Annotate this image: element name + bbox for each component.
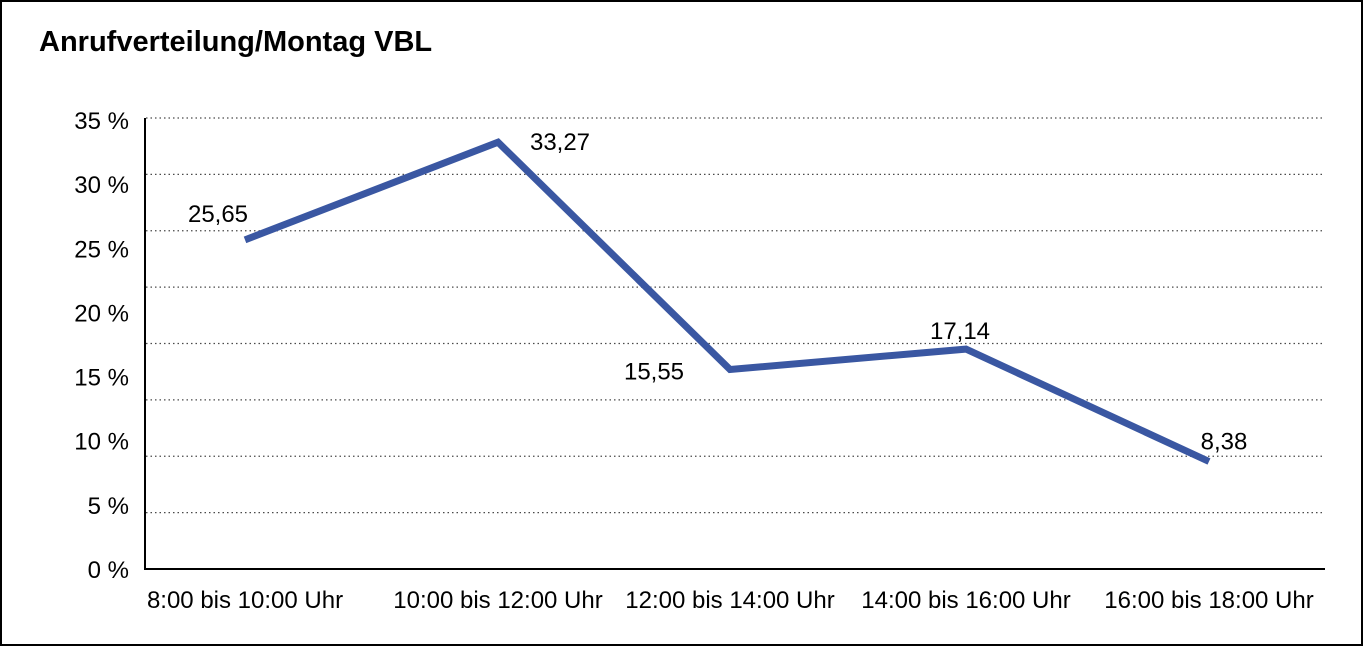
y-tick-label: 10 %: [74, 429, 129, 456]
chart-title: Anrufverteilung/Montag VBL: [39, 26, 433, 58]
y-tick-label: 30 %: [74, 172, 129, 199]
data-point-label: 8,38: [1201, 428, 1248, 455]
y-tick-label: 0 %: [88, 557, 129, 584]
y-tick-label: 25 %: [74, 236, 129, 263]
category-label: 12:00 bis 14:00 Uhr: [625, 587, 834, 614]
category-label: 14:00 bis 16:00 Uhr: [861, 587, 1070, 614]
data-point-label: 17,14: [930, 318, 990, 345]
category-label: 16:00 bis 18:00 Uhr: [1104, 587, 1313, 614]
series-line: [243, 138, 1211, 465]
y-tick-label: 15 %: [74, 365, 129, 392]
category-label: 8:00 bis 10:00 Uhr: [147, 587, 343, 614]
y-tick-label: 5 %: [88, 493, 129, 520]
y-tick-label: 35 %: [74, 108, 129, 135]
data-point-label: 15,55: [624, 359, 684, 386]
data-point-label: 33,27: [530, 129, 590, 156]
y-tick-label: 20 %: [74, 300, 129, 327]
data-point-label: 25,65: [188, 201, 248, 228]
category-label: 10:00 bis 12:00 Uhr: [393, 587, 602, 614]
